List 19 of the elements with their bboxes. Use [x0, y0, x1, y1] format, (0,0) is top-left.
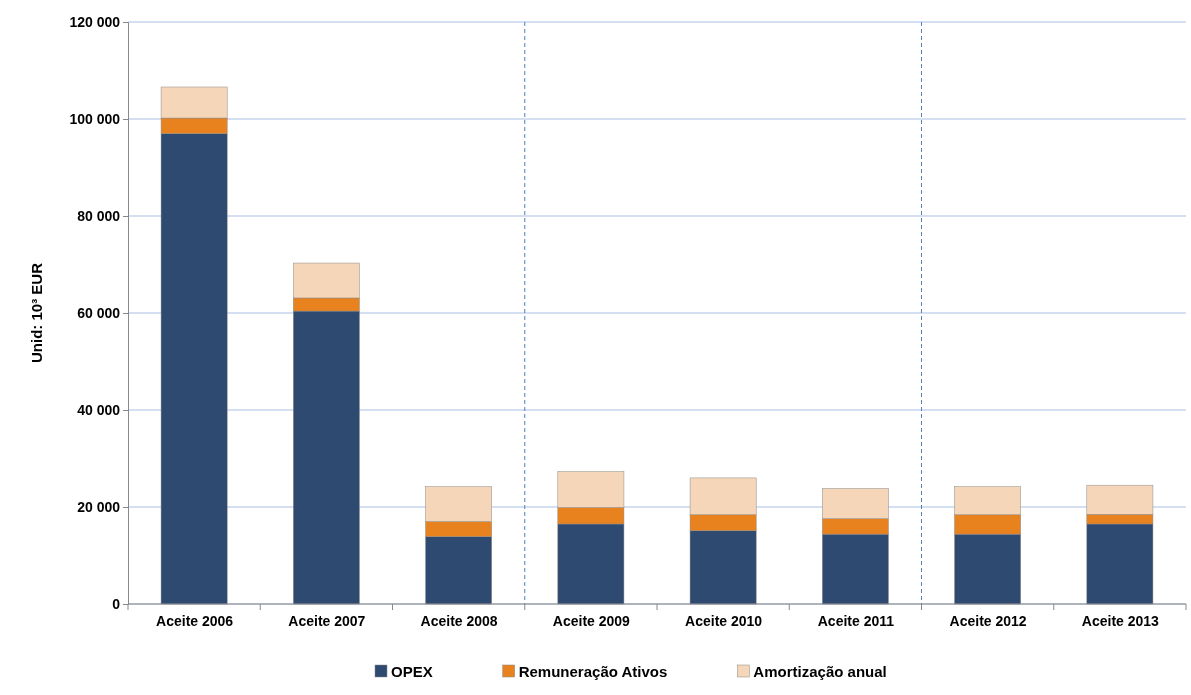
legend-label: Amortização anual	[753, 663, 887, 680]
x-tick-label: Aceite 2010	[685, 612, 763, 629]
y-tick-label: 80 000	[77, 207, 121, 224]
legend-label: Remuneração Ativos	[518, 663, 668, 680]
y-tick-label: 120 000	[69, 13, 121, 30]
x-tick-label: Aceite 2008	[420, 612, 498, 629]
legend-label: OPEX	[391, 663, 433, 680]
x-tick-label: Aceite 2012	[949, 612, 1027, 629]
x-tick-label: Aceite 2011	[817, 612, 895, 629]
y-tick-label: 20 000	[77, 498, 121, 515]
y-tick-label: 40 000	[77, 401, 121, 418]
x-tick-label: Aceite 2013	[1081, 612, 1160, 629]
x-tick-label: Aceite 2009	[552, 612, 631, 629]
x-tick-label: Aceite 2007	[288, 612, 366, 629]
y-tick-label: 60 000	[77, 304, 121, 321]
y-axis-title: Unid: 10³ EUR	[28, 262, 45, 364]
y-tick-label: 0	[112, 595, 121, 612]
y-tick-label: 100 000	[69, 110, 121, 127]
x-tick-label: Aceite 2006	[156, 612, 234, 629]
